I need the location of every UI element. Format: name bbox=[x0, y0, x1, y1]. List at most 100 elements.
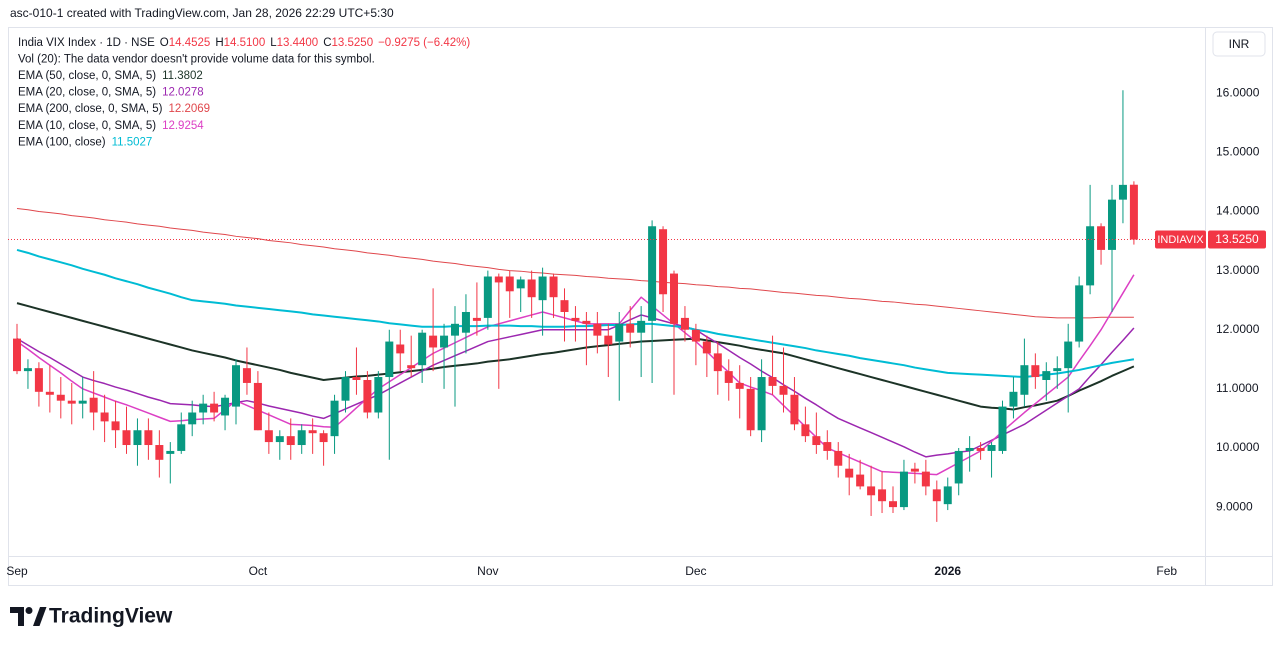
currency-box[interactable] bbox=[1212, 31, 1266, 57]
legend-name: EMA (10, close, 0, SMA, 5) bbox=[18, 120, 156, 132]
y-tick-label: 14.0000 bbox=[1216, 204, 1260, 218]
candle-body bbox=[78, 400, 87, 404]
chart-title: asc-010-1 created with TradingView.com, … bbox=[10, 6, 394, 20]
candle-body bbox=[188, 412, 197, 425]
x-tick-label: Feb bbox=[1156, 564, 1177, 578]
candle-body bbox=[1053, 368, 1062, 372]
candle-body bbox=[1075, 285, 1084, 342]
legend-name: EMA (50, close, 0, SMA, 5) bbox=[18, 70, 156, 82]
candle-body bbox=[1097, 226, 1106, 250]
candle-body bbox=[538, 276, 547, 301]
legend-value: 11.5027 bbox=[112, 136, 153, 148]
legend-value: 12.0278 bbox=[162, 87, 204, 99]
candle-body bbox=[856, 474, 865, 487]
candle-body bbox=[308, 430, 317, 434]
candle-body bbox=[768, 377, 777, 386]
brand-name: TradingView bbox=[49, 605, 173, 628]
candle-body bbox=[965, 447, 974, 451]
candle-body bbox=[407, 365, 416, 369]
legend-entry: EMA (200, close, 0, SMA, 5) 12.2069 bbox=[18, 103, 210, 115]
candle-body bbox=[571, 317, 580, 321]
ema-line bbox=[16, 302, 1135, 411]
candle-body bbox=[253, 382, 262, 431]
candle-body bbox=[921, 471, 930, 487]
candle-body bbox=[385, 341, 394, 378]
candle-body bbox=[330, 400, 339, 437]
ohlc-key: L bbox=[270, 37, 277, 49]
legend-entry: EMA (10, close, 0, SMA, 5) 12.9254 bbox=[18, 120, 204, 132]
symbol: India VIX Index · 1D · NSE bbox=[18, 37, 155, 49]
x-tick-label: Nov bbox=[477, 564, 498, 578]
candle-body bbox=[177, 424, 186, 451]
legend-main: India VIX Index · 1D · NSE O14.4525 H14.51… bbox=[18, 37, 470, 49]
candle-body bbox=[899, 471, 908, 508]
candle-body bbox=[166, 450, 175, 454]
legend-name: EMA (200, close, 0, SMA, 5) bbox=[18, 103, 163, 115]
candle-body bbox=[987, 445, 996, 451]
candle-body bbox=[1042, 371, 1051, 380]
candle-body bbox=[560, 300, 569, 312]
candle-body bbox=[593, 323, 602, 336]
candle-body bbox=[264, 430, 273, 443]
candle-body bbox=[823, 442, 832, 451]
volume-note: Vol (20): The data vendor doesn't provid… bbox=[18, 54, 375, 66]
candle-body bbox=[144, 430, 153, 446]
candle-body bbox=[932, 489, 941, 502]
candle-body bbox=[812, 436, 821, 446]
candle-body bbox=[363, 379, 372, 413]
candle-body bbox=[834, 450, 843, 466]
candle-body bbox=[374, 377, 383, 413]
candle-body bbox=[757, 377, 766, 431]
candle-body bbox=[461, 311, 470, 333]
candle-body bbox=[1108, 199, 1116, 250]
candle-body bbox=[626, 323, 635, 333]
legend-name: EMA (100, close) bbox=[18, 136, 106, 148]
price-tag: INDIAVIX bbox=[1157, 234, 1204, 246]
candle-body bbox=[221, 397, 230, 416]
y-tick-label: 15.0000 bbox=[1216, 145, 1260, 159]
price-value: 13.5250 bbox=[1215, 232, 1259, 246]
candle-body bbox=[659, 229, 668, 295]
candle-body bbox=[1031, 365, 1040, 378]
price-tag-box bbox=[1155, 230, 1206, 249]
plot-area bbox=[13, 90, 1138, 522]
x-tick-label: Oct bbox=[249, 564, 268, 578]
candle-body bbox=[111, 421, 120, 431]
ohlc-key: C bbox=[323, 37, 331, 49]
candle-body bbox=[910, 468, 919, 472]
x-tick-label: Sep bbox=[6, 564, 28, 578]
currency-label[interactable]: INR bbox=[1229, 37, 1250, 51]
candle-body bbox=[133, 430, 142, 446]
candle-body bbox=[943, 486, 952, 505]
candle-body bbox=[954, 450, 963, 484]
candle-body bbox=[210, 403, 219, 413]
candle-body bbox=[637, 320, 646, 333]
y-tick-label: 10.0000 bbox=[1216, 440, 1260, 454]
legend-value: 12.9254 bbox=[162, 120, 204, 132]
candle-body bbox=[440, 335, 449, 348]
candle-body bbox=[297, 430, 306, 446]
ohlc-key: H bbox=[215, 37, 223, 49]
candle-body bbox=[505, 276, 514, 292]
legend-value: 12.2069 bbox=[168, 103, 210, 115]
candle-body bbox=[702, 341, 711, 354]
candle-body bbox=[472, 317, 481, 321]
ohlc-value: 13.5250 bbox=[332, 37, 374, 49]
legend-entry: EMA (100, close) 11.5027 bbox=[18, 136, 152, 148]
candle-body bbox=[878, 489, 887, 502]
candle-body bbox=[341, 377, 350, 401]
y-tick-label: 9.0000 bbox=[1216, 499, 1253, 513]
candle-body bbox=[527, 279, 536, 298]
candle-body bbox=[1118, 184, 1127, 200]
candle-body bbox=[352, 377, 361, 380]
x-tick-label: 2026 bbox=[934, 564, 961, 578]
candle-body bbox=[779, 385, 788, 395]
candle-body bbox=[867, 486, 876, 496]
candle-body bbox=[232, 365, 240, 407]
y-tick-label: 16.0000 bbox=[1216, 85, 1260, 99]
y-tick-label: 12.0000 bbox=[1216, 322, 1260, 336]
candle-body bbox=[1129, 184, 1138, 240]
candle-body bbox=[429, 335, 438, 348]
ema-line bbox=[16, 208, 1134, 319]
